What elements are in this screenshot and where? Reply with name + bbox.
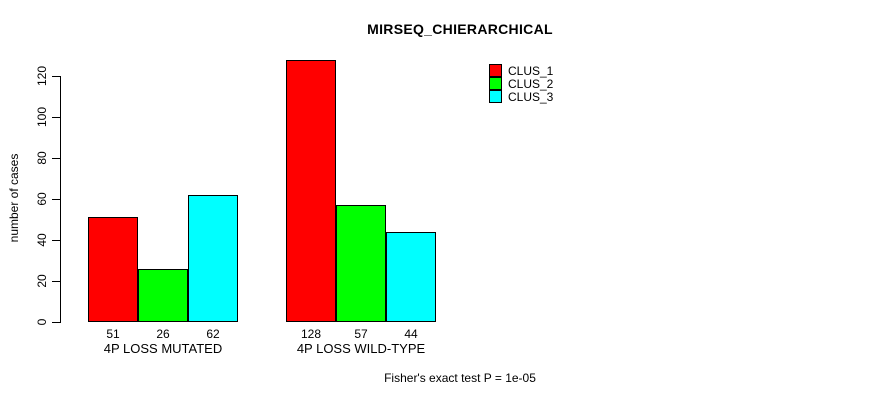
y-axis-tick [52,240,60,241]
y-axis-tick-label: 0 [35,318,49,326]
y-axis-tick-label: 100 [35,106,49,128]
y-axis-tick [52,322,60,323]
bar-value-label: 128 [300,327,322,341]
legend-swatch-icon [489,90,502,103]
y-axis-tick [52,281,60,282]
legend-label: CLUS_3 [508,89,554,104]
legend-label: CLUS_1 [508,63,554,78]
y-axis-tick-label: 40 [35,233,49,247]
y-axis-label: number of cases [7,153,21,243]
y-axis-tick [52,117,60,118]
y-axis-tick-label: 120 [35,65,49,87]
bar-value-label: 44 [404,327,418,341]
y-axis-tick [52,76,60,77]
footnote: Fisher's exact test P = 1e-05 [384,371,536,385]
legend-label: CLUS_2 [508,76,554,91]
legend-entry-clus_2: CLUS_2 [489,76,554,91]
bar-clus_3-2 [386,232,436,322]
y-axis-line [60,76,61,323]
legend-entry-clus_3: CLUS_3 [489,89,554,104]
y-axis-tick-label: 80 [35,151,49,165]
bar-clus_1-2 [286,60,336,322]
bar-clus_2-2 [336,205,386,322]
category-label: 4P LOSS MUTATED [103,341,223,356]
bar-clus_2-1 [138,269,188,322]
legend-swatch-icon [489,77,502,90]
chart-title: MIRSEQ_CHIERARCHICAL [367,21,553,37]
bar-value-label: 62 [206,327,220,341]
y-axis-tick-label: 20 [35,274,49,288]
legend: CLUS_1 CLUS_2 CLUS_3 [489,63,554,104]
bar-clus_1-1 [88,217,138,322]
category-label: 4P LOSS WILD-TYPE [296,341,426,356]
bar-value-label: 51 [106,327,120,341]
legend-entry-clus_1: CLUS_1 [489,63,554,78]
y-axis-tick-label: 60 [35,192,49,206]
bar-value-label: 57 [354,327,368,341]
bar-clus_3-1 [188,195,238,322]
legend-swatch-icon [489,64,502,77]
bar-value-label: 26 [156,327,170,341]
y-axis-tick [52,199,60,200]
y-axis-tick [52,158,60,159]
